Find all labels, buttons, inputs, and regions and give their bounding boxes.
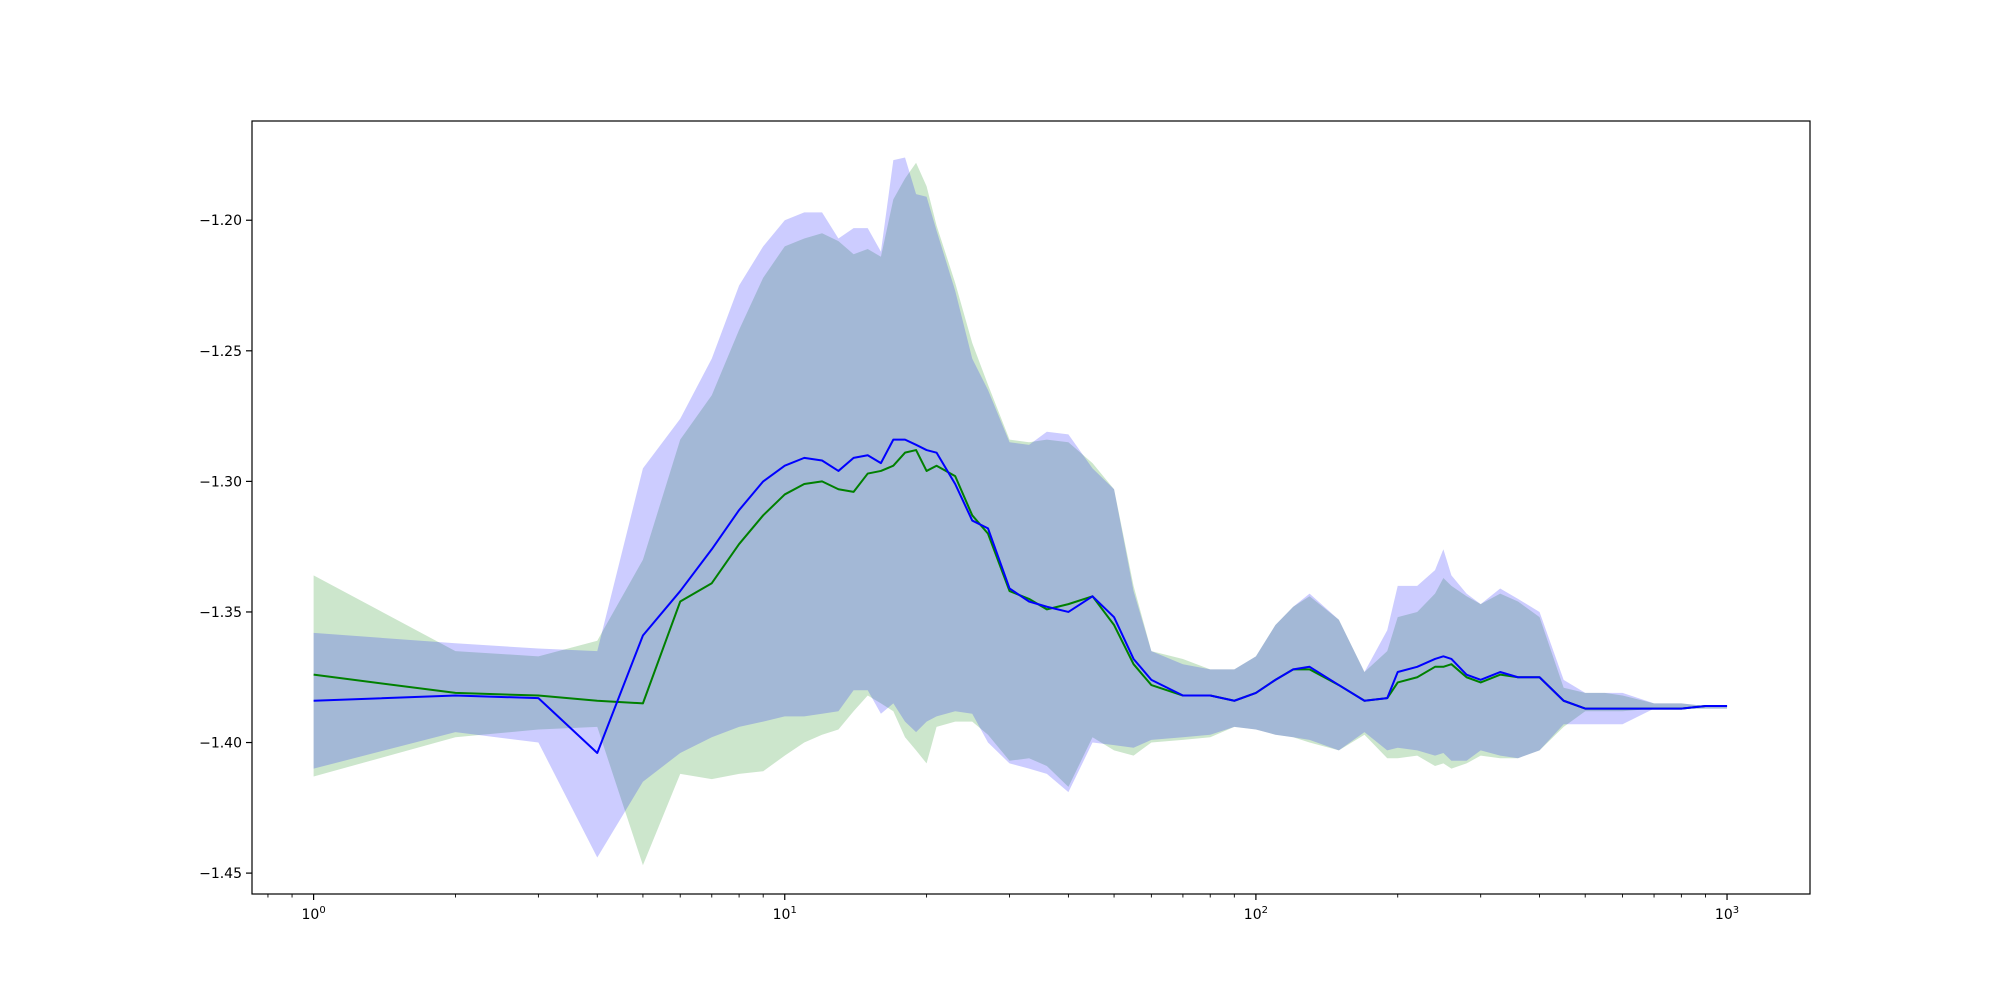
y-tick-label: −1.45 (199, 866, 242, 882)
confidence-bands (313, 157, 1728, 866)
x-tick-label: 102 (1244, 905, 1268, 923)
y-tick-label: −1.25 (199, 344, 242, 360)
confidence-band-1 (313, 162, 1728, 866)
y-tick-label: −1.20 (199, 213, 242, 229)
confidence-band-2 (313, 157, 1728, 858)
y-axis: −1.20 −1.25 −1.30 −1.35 −1.40 −1.45 (199, 213, 252, 882)
x-tick-label: 100 (302, 905, 326, 923)
y-tick-label: −1.30 (199, 474, 242, 490)
x-axis: 100 101 102 103 (267, 894, 1739, 923)
plot-frame (251, 120, 1811, 895)
y-tick-label: −1.40 (199, 736, 242, 752)
x-tick-label: 103 (1715, 905, 1739, 923)
series-line-2 (313, 438, 1728, 754)
y-tick-label: −1.35 (199, 605, 242, 621)
series-line-1 (313, 449, 1728, 710)
series-lines (313, 438, 1728, 754)
x-tick-label: 101 (773, 905, 797, 923)
